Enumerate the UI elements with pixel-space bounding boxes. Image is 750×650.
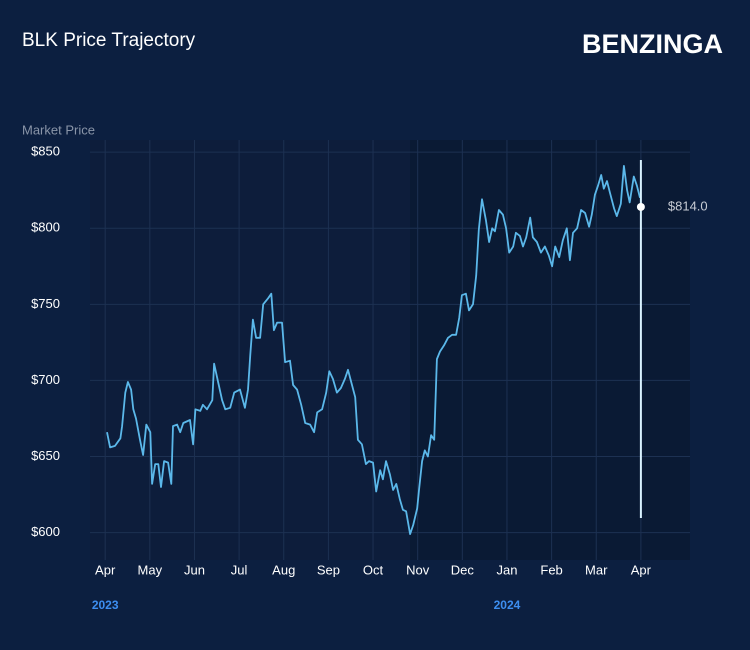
y-tick-label: $800 bbox=[31, 220, 60, 235]
x-tick-label: Feb bbox=[540, 562, 562, 577]
x-tick-label: Apr bbox=[631, 562, 652, 577]
y-tick-label: $850 bbox=[31, 144, 60, 159]
x-tick-label: May bbox=[138, 562, 163, 577]
x-tick-label: Aug bbox=[272, 562, 295, 577]
x-tick-label: Apr bbox=[95, 562, 116, 577]
marker-dot bbox=[636, 202, 645, 211]
y-tick-label: $600 bbox=[31, 524, 60, 539]
plot-area-shade bbox=[410, 140, 690, 560]
price-line bbox=[106, 165, 641, 535]
x-tick-label: Jul bbox=[231, 562, 248, 577]
y-tick-label: $650 bbox=[31, 448, 60, 463]
x-tick-label: Nov bbox=[406, 562, 430, 577]
y-tick-label: $750 bbox=[31, 296, 60, 311]
year-label: 2023 bbox=[92, 598, 119, 612]
y-axis-label: Market Price bbox=[22, 122, 95, 137]
marker-label: $814.0 bbox=[668, 198, 708, 213]
year-label: 2024 bbox=[494, 598, 521, 612]
x-tick-label: Jan bbox=[496, 562, 517, 577]
x-tick-label: Dec bbox=[451, 562, 475, 577]
x-tick-label: Mar bbox=[585, 562, 608, 577]
x-tick-label: Jun bbox=[184, 562, 205, 577]
x-tick-label: Sep bbox=[317, 562, 340, 577]
chart-title: BLK Price Trajectory bbox=[22, 30, 196, 51]
brand-logo: BENZINGA bbox=[582, 29, 723, 59]
x-tick-label: Oct bbox=[363, 562, 384, 577]
y-tick-label: $700 bbox=[31, 372, 60, 387]
